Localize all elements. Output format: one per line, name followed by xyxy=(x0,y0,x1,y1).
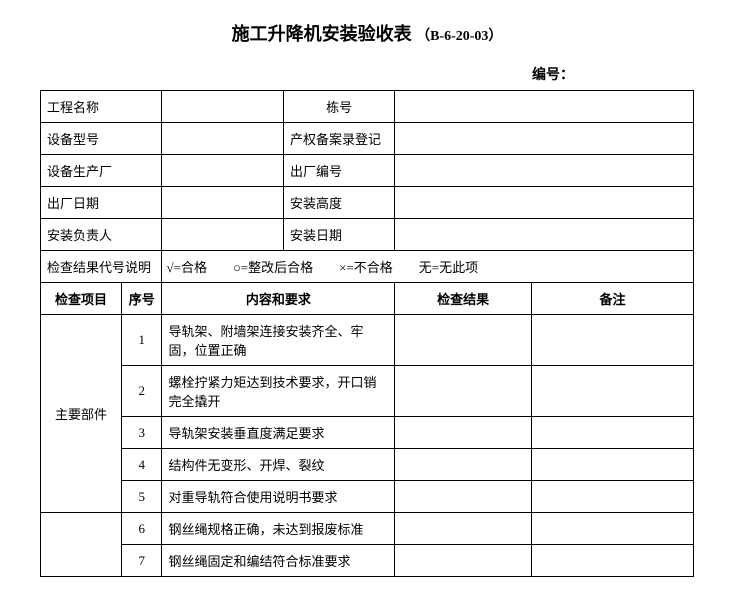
col-inspect-item: 检查项目 xyxy=(41,283,122,315)
seq-cell: 5 xyxy=(121,481,162,513)
result-cell xyxy=(395,513,532,545)
seq-cell: 3 xyxy=(121,417,162,449)
content-cell: 结构件无变形、开焊、裂纹 xyxy=(162,449,395,481)
serial-label: 编号： xyxy=(40,64,694,84)
remark-cell xyxy=(531,417,693,449)
install-date-value xyxy=(395,219,694,251)
result-cell xyxy=(395,449,532,481)
remark-cell xyxy=(531,366,693,417)
factory-no-value xyxy=(395,155,694,187)
install-date-label: 安装日期 xyxy=(283,219,394,251)
content-cell: 导轨架安装垂直度满足要求 xyxy=(162,417,395,449)
project-name-value xyxy=(162,91,283,123)
table-row: 2 螺栓拧紧力矩达到技术要求，开口销完全撬开 xyxy=(41,366,694,417)
manufacturer-label: 设备生产厂 xyxy=(41,155,162,187)
property-reg-value xyxy=(395,123,694,155)
header-row-1: 工程名称 栋号 xyxy=(41,91,694,123)
legend-text: √=合格 ○=整改后合格 ×=不合格 无=无此项 xyxy=(162,251,694,283)
col-content: 内容和要求 xyxy=(162,283,395,315)
header-row-5: 安装负责人 安装日期 xyxy=(41,219,694,251)
header-row-3: 设备生产厂 出厂编号 xyxy=(41,155,694,187)
result-cell xyxy=(395,481,532,513)
page-title: 施工升降机安装验收表 （B-6-20-03） xyxy=(40,20,694,46)
remark-cell xyxy=(531,481,693,513)
col-remark: 备注 xyxy=(531,283,693,315)
header-row-4: 出厂日期 安装高度 xyxy=(41,187,694,219)
seq-cell: 6 xyxy=(121,513,162,545)
project-name-label: 工程名称 xyxy=(41,91,162,123)
seq-cell: 7 xyxy=(121,545,162,577)
result-cell xyxy=(395,545,532,577)
property-reg-label: 产权备案录登记 xyxy=(283,123,394,155)
legend-row: 检查结果代号说明 √=合格 ○=整改后合格 ×=不合格 无=无此项 xyxy=(41,251,694,283)
building-no-label: 栋号 xyxy=(283,91,394,123)
factory-date-value xyxy=(162,187,283,219)
table-row: 3 导轨架安装垂直度满足要求 xyxy=(41,417,694,449)
content-cell: 导轨架、附墙架连接安装齐全、牢固，位置正确 xyxy=(162,315,395,366)
content-cell: 对重导轨符合使用说明书要求 xyxy=(162,481,395,513)
table-row: 5 对重导轨符合使用说明书要求 xyxy=(41,481,694,513)
seq-cell: 2 xyxy=(121,366,162,417)
result-cell xyxy=(395,417,532,449)
col-seq: 序号 xyxy=(121,283,162,315)
table-row: 7 钢丝绳固定和编结符合标准要求 xyxy=(41,545,694,577)
table-row: 6 钢丝绳规格正确，未达到报废标准 xyxy=(41,513,694,545)
seq-cell: 1 xyxy=(121,315,162,366)
content-cell: 钢丝绳固定和编结符合标准要求 xyxy=(162,545,395,577)
remark-cell xyxy=(531,449,693,481)
building-no-value xyxy=(395,91,694,123)
table-row: 4 结构件无变形、开焊、裂纹 xyxy=(41,449,694,481)
form-table: 工程名称 栋号 设备型号 产权备案录登记 设备生产厂 出厂编号 出厂日期 安装高… xyxy=(40,90,694,577)
seq-cell: 4 xyxy=(121,449,162,481)
manufacturer-value xyxy=(162,155,283,187)
install-leader-value xyxy=(162,219,283,251)
col-result: 检查结果 xyxy=(395,283,532,315)
remark-cell xyxy=(531,545,693,577)
title-code: （B-6-20-03） xyxy=(416,29,502,44)
result-cell xyxy=(395,315,532,366)
model-label: 设备型号 xyxy=(41,123,162,155)
remark-cell xyxy=(531,315,693,366)
factory-no-label: 出厂编号 xyxy=(283,155,394,187)
column-header-row: 检查项目 序号 内容和要求 检查结果 备注 xyxy=(41,283,694,315)
factory-date-label: 出厂日期 xyxy=(41,187,162,219)
title-main: 施工升降机安装验收表 xyxy=(232,24,412,44)
legend-label: 检查结果代号说明 xyxy=(41,251,162,283)
group-main-parts: 主要部件 xyxy=(41,315,122,513)
table-row: 主要部件 1 导轨架、附墙架连接安装齐全、牢固，位置正确 xyxy=(41,315,694,366)
content-cell: 钢丝绳规格正确，未达到报废标准 xyxy=(162,513,395,545)
content-cell: 螺栓拧紧力矩达到技术要求，开口销完全撬开 xyxy=(162,366,395,417)
group-placeholder xyxy=(41,513,122,577)
install-height-value xyxy=(395,187,694,219)
result-cell xyxy=(395,366,532,417)
remark-cell xyxy=(531,513,693,545)
install-height-label: 安装高度 xyxy=(283,187,394,219)
header-row-2: 设备型号 产权备案录登记 xyxy=(41,123,694,155)
model-value xyxy=(162,123,283,155)
install-leader-label: 安装负责人 xyxy=(41,219,162,251)
